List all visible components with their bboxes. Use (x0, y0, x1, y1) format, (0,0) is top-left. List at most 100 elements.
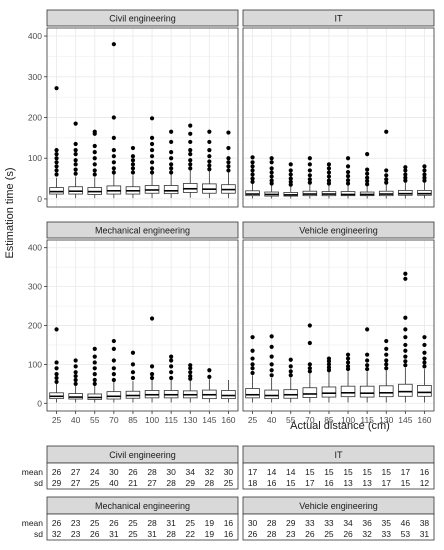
outlier-point (111, 358, 116, 363)
sd-value: 40 (109, 478, 119, 488)
outlier-point (111, 160, 116, 165)
outlier-point (130, 158, 136, 163)
outlier-point (73, 147, 78, 153)
outlier-point (403, 315, 408, 320)
box-25 (49, 86, 64, 199)
outlier-point (422, 350, 427, 355)
y-axis-title: Estimation time (s) (4, 167, 16, 258)
outlier-point (226, 164, 231, 169)
outlier-point (345, 174, 351, 179)
x-tick-label: 70 (109, 415, 119, 425)
x-tick-label: 100 (341, 415, 355, 425)
outlier-point (226, 156, 231, 161)
mean-value: 28 (267, 518, 277, 528)
box-body (245, 388, 260, 399)
sd-value: 31 (109, 529, 119, 539)
y-tick-label: 400 (28, 243, 42, 253)
row-label-mean: mean (22, 518, 44, 528)
outlier-point (111, 372, 116, 377)
x-tick-label: 130 (379, 415, 393, 425)
outlier-point (365, 152, 370, 157)
box-130 (182, 123, 198, 198)
outlier-point (54, 327, 59, 332)
outlier-point (92, 366, 97, 371)
row-label-sd: sd (34, 529, 43, 539)
box-115 (359, 327, 375, 403)
outlier-point (54, 172, 59, 177)
sd-value: 26 (248, 529, 258, 539)
mean-value: 28 (147, 518, 157, 528)
outlier-point (269, 368, 274, 373)
outlier-point (250, 176, 255, 181)
outlier-point (111, 115, 116, 120)
box-40 (264, 334, 279, 403)
outlier-point (73, 171, 78, 176)
outlier-point (384, 366, 389, 371)
outlier-point (403, 348, 408, 353)
outlier-point (326, 356, 332, 361)
outlier-point (111, 166, 116, 171)
outlier-point (365, 167, 370, 172)
sd-value: 27 (71, 478, 81, 488)
stats-title: IT (335, 450, 344, 460)
facet-panel: IT (242, 9, 435, 208)
outlier-point (169, 162, 174, 167)
outlier-point (207, 374, 212, 379)
outlier-point (149, 141, 155, 147)
outlier-point (403, 175, 408, 180)
outlier-point (307, 366, 312, 371)
outlier-point (169, 166, 174, 171)
sd-value: 29 (52, 478, 62, 488)
box-145 (398, 271, 413, 403)
outlier-point (288, 168, 293, 173)
outlier-point (365, 182, 370, 187)
outlier-point (73, 121, 78, 126)
outlier-point (269, 166, 274, 171)
sd-value: 16 (324, 478, 334, 488)
outlier-point (73, 158, 78, 163)
y-tick-label: 100 (28, 153, 42, 163)
box-body (182, 183, 198, 193)
outlier-point (250, 362, 255, 367)
sd-value: 21 (128, 478, 138, 488)
mean-value: 17 (401, 467, 411, 477)
outlier-point (422, 168, 427, 173)
outlier-point (326, 166, 332, 171)
sd-value: 26 (90, 529, 100, 539)
box-40 (68, 121, 83, 199)
outlier-point (269, 354, 274, 359)
x-tick-label: 100 (145, 415, 159, 425)
outlier-point (111, 135, 116, 140)
stats-panel: Vehicle engineering 30 28 29 33 33 34 36 35 46 38 2… (242, 496, 435, 541)
outlier-point (345, 164, 351, 169)
outlier-point (130, 362, 136, 367)
outlier-point (365, 175, 370, 180)
box-body (321, 386, 337, 398)
box-body (398, 189, 413, 196)
outlier-point (345, 181, 351, 186)
sd-value: 28 (166, 478, 176, 488)
outlier-point (226, 160, 231, 165)
outlier-point (345, 169, 351, 175)
mean-value: 34 (186, 467, 196, 477)
outlier-point (422, 172, 427, 177)
outlier-point (403, 335, 408, 340)
x-tick-label: 160 (221, 415, 235, 425)
outlier-point (307, 173, 312, 178)
stats-body (242, 462, 435, 490)
box-body (417, 189, 432, 196)
mean-value: 25 (128, 518, 138, 528)
outlier-point (288, 357, 293, 362)
outlier-point (365, 358, 370, 363)
outlier-point (422, 360, 427, 365)
box-25 (245, 335, 260, 403)
x-tick-label: 130 (183, 415, 197, 425)
x-axis-title: Actual distance (cm) (290, 420, 390, 432)
mean-value: 24 (90, 467, 100, 477)
outlier-point (384, 180, 389, 185)
outlier-point (73, 377, 78, 383)
outlier-point (269, 362, 274, 367)
facet-strip (46, 9, 239, 27)
sd-value: 28 (205, 478, 215, 488)
